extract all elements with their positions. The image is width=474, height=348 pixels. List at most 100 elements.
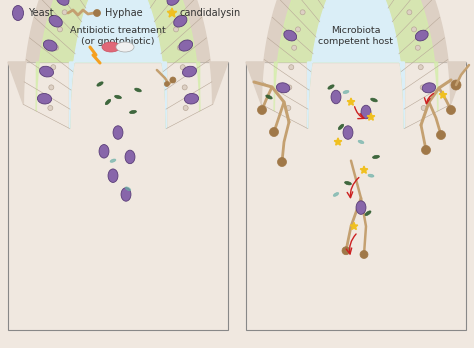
Polygon shape	[8, 0, 228, 128]
Ellipse shape	[358, 140, 364, 144]
Ellipse shape	[182, 85, 187, 90]
Ellipse shape	[437, 130, 446, 140]
Ellipse shape	[331, 90, 341, 104]
Ellipse shape	[447, 105, 456, 114]
Ellipse shape	[421, 145, 430, 155]
Ellipse shape	[365, 211, 371, 215]
Polygon shape	[274, 0, 438, 128]
Ellipse shape	[371, 98, 377, 102]
Ellipse shape	[125, 187, 131, 191]
Ellipse shape	[93, 9, 100, 16]
Ellipse shape	[356, 201, 366, 214]
Ellipse shape	[102, 42, 120, 52]
Ellipse shape	[54, 45, 59, 50]
Ellipse shape	[361, 105, 371, 119]
Ellipse shape	[360, 251, 368, 259]
Ellipse shape	[184, 94, 199, 104]
Ellipse shape	[292, 45, 297, 50]
Polygon shape	[350, 222, 358, 230]
Ellipse shape	[451, 80, 461, 90]
Ellipse shape	[169, 10, 174, 15]
Ellipse shape	[300, 10, 305, 15]
Polygon shape	[36, 0, 200, 128]
Text: Hyphae: Hyphae	[105, 8, 143, 18]
Ellipse shape	[420, 85, 425, 90]
Ellipse shape	[411, 27, 417, 32]
Ellipse shape	[287, 85, 292, 90]
Ellipse shape	[179, 40, 192, 51]
Ellipse shape	[12, 6, 24, 21]
Ellipse shape	[266, 95, 272, 99]
Ellipse shape	[333, 192, 339, 196]
Ellipse shape	[135, 88, 141, 92]
Text: candidalysin: candidalysin	[180, 8, 241, 18]
Ellipse shape	[177, 45, 182, 50]
Ellipse shape	[125, 150, 135, 164]
Ellipse shape	[105, 99, 111, 105]
Ellipse shape	[173, 27, 179, 32]
Ellipse shape	[343, 90, 349, 94]
Ellipse shape	[108, 169, 118, 182]
Ellipse shape	[342, 247, 350, 255]
Ellipse shape	[56, 0, 69, 5]
Text: Yeast: Yeast	[28, 8, 54, 18]
Ellipse shape	[407, 10, 412, 15]
Bar	[246, 62, 466, 330]
Text: Antibiotic treatment
(or gnotobiotic): Antibiotic treatment (or gnotobiotic)	[70, 26, 166, 46]
Ellipse shape	[129, 110, 137, 113]
Polygon shape	[334, 138, 342, 145]
Ellipse shape	[276, 83, 290, 93]
Ellipse shape	[121, 188, 131, 201]
Ellipse shape	[415, 30, 428, 41]
Ellipse shape	[257, 105, 266, 114]
Ellipse shape	[57, 27, 63, 32]
Ellipse shape	[343, 126, 353, 139]
Polygon shape	[246, 0, 466, 128]
Ellipse shape	[286, 105, 291, 111]
Ellipse shape	[182, 66, 197, 77]
Bar	[8, 62, 228, 330]
Ellipse shape	[295, 27, 301, 32]
Ellipse shape	[116, 42, 134, 52]
Ellipse shape	[49, 85, 54, 90]
Ellipse shape	[39, 66, 54, 77]
Ellipse shape	[183, 105, 188, 111]
Ellipse shape	[167, 0, 180, 5]
Ellipse shape	[277, 158, 286, 166]
Ellipse shape	[37, 94, 52, 104]
Ellipse shape	[113, 126, 123, 139]
Ellipse shape	[284, 30, 297, 41]
Ellipse shape	[270, 127, 279, 136]
Ellipse shape	[418, 65, 423, 70]
Ellipse shape	[345, 182, 351, 185]
Ellipse shape	[415, 45, 420, 50]
Ellipse shape	[62, 10, 67, 15]
Ellipse shape	[110, 159, 116, 163]
Ellipse shape	[99, 144, 109, 158]
Ellipse shape	[173, 15, 187, 27]
Ellipse shape	[368, 174, 374, 177]
Text: Microbiota
competent host: Microbiota competent host	[319, 26, 393, 46]
Polygon shape	[360, 166, 368, 173]
Ellipse shape	[328, 85, 334, 89]
Polygon shape	[167, 8, 177, 17]
Ellipse shape	[51, 65, 56, 70]
Polygon shape	[439, 91, 447, 98]
Ellipse shape	[422, 83, 436, 93]
Ellipse shape	[115, 95, 121, 99]
Ellipse shape	[289, 65, 294, 70]
Ellipse shape	[338, 124, 344, 129]
Ellipse shape	[49, 15, 62, 27]
Polygon shape	[367, 113, 375, 120]
Polygon shape	[70, 0, 166, 128]
Ellipse shape	[48, 105, 53, 111]
Ellipse shape	[44, 40, 57, 51]
Ellipse shape	[421, 105, 426, 111]
Ellipse shape	[170, 77, 176, 83]
Ellipse shape	[97, 82, 103, 86]
Ellipse shape	[164, 81, 169, 87]
Ellipse shape	[373, 155, 380, 159]
Ellipse shape	[180, 65, 185, 70]
Polygon shape	[347, 98, 355, 105]
Polygon shape	[308, 0, 404, 128]
